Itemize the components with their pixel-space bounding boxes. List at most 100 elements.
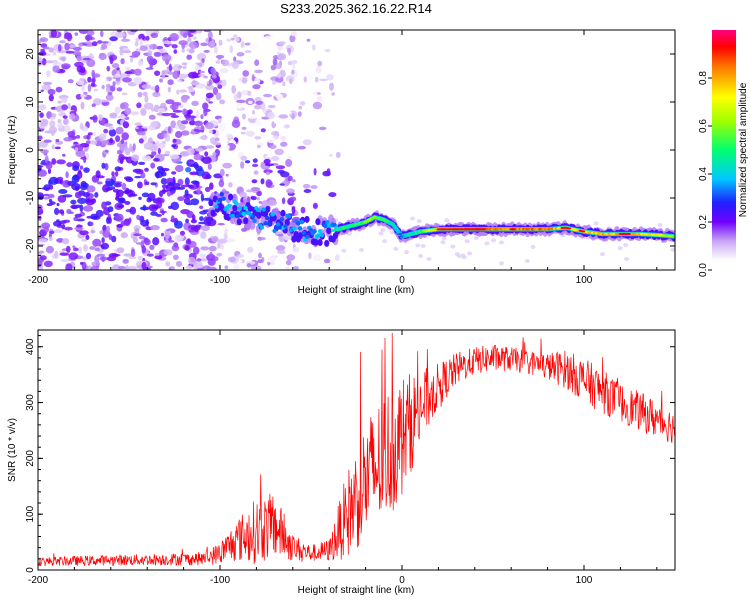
y-tick-label: 20 xyxy=(25,48,36,60)
spectrogram-noise-blob xyxy=(74,147,79,152)
spectrogram-noise-blob xyxy=(91,69,95,78)
spectrogram-noise-blob xyxy=(79,122,84,130)
spectrogram-ridge-mid xyxy=(241,211,246,217)
spectrogram-noise-blob xyxy=(90,230,96,234)
spectrogram-noise-blob xyxy=(292,246,300,253)
spectrogram-noise-blob xyxy=(158,48,167,54)
spectrogram-noise-blob xyxy=(172,176,176,185)
spectrogram-ridge-outer xyxy=(208,199,214,207)
spectrogram-noise-blob xyxy=(145,35,150,41)
spectrogram-noise-blob xyxy=(46,111,52,119)
spectrogram-noise-blob xyxy=(92,238,102,247)
spectrogram-ridge-mid xyxy=(323,223,328,229)
spectrogram-noise-blob xyxy=(194,227,199,233)
spectrogram-noise-blob xyxy=(62,194,73,198)
spectrogram-noise-blob xyxy=(204,186,211,193)
snr-line xyxy=(38,332,675,567)
spectrogram-noise-blob xyxy=(273,120,282,124)
spectrogram-noise-blob xyxy=(84,34,93,41)
snr-series xyxy=(38,332,675,567)
spectrogram-noise-blob xyxy=(205,145,215,149)
spectrogram-noise-blob xyxy=(306,38,311,42)
spectrogram-noise-blob xyxy=(230,37,235,41)
spectrogram-noise-blob xyxy=(179,89,188,93)
spectrogram-noise-blob xyxy=(161,130,168,134)
spectrogram-noise-blob xyxy=(141,245,146,254)
x-tick-label: -100 xyxy=(210,575,230,586)
spectrogram-noise-blob xyxy=(252,158,258,163)
spectrogram-noise-blob xyxy=(300,206,306,214)
spectrogram-noise-blob xyxy=(90,82,96,87)
spectrogram-noise-blob xyxy=(240,161,245,169)
spectrogram-ridge-mid xyxy=(236,213,241,218)
spectrogram-noise-blob xyxy=(115,126,124,135)
spectrogram-noise-blob xyxy=(88,53,94,60)
spectrogram-noise-blob xyxy=(293,266,299,270)
spectrogram-noise-blob xyxy=(181,62,188,66)
spectrogram-noise-blob xyxy=(178,40,188,46)
spectrogram-noise-blob xyxy=(180,130,190,136)
spectrogram-noise-blob xyxy=(224,227,228,235)
spectrogram-noise-blob xyxy=(103,128,109,134)
spectrogram-noise-blob xyxy=(200,193,204,202)
spectrogram-noise-blob xyxy=(173,254,179,260)
spectrogram-noise-blob xyxy=(118,266,126,270)
spectrogram-noise-blob xyxy=(278,41,286,45)
spectrogram-noise-blob xyxy=(153,51,162,57)
spectrogram-noise-blob xyxy=(58,189,68,194)
spectrogram-noise-blob xyxy=(134,41,139,47)
colorbar-tick-label: 0.8 xyxy=(698,71,709,85)
spectrogram-noise-blob xyxy=(52,51,57,56)
spectrogram-noise-blob xyxy=(312,254,323,261)
spectrogram-noise-blob xyxy=(491,238,496,243)
spectrogram-noise-blob xyxy=(175,260,183,267)
spectrogram-noise-blob xyxy=(275,76,284,83)
spectrogram-noise-blob xyxy=(99,256,108,261)
spectrogram-noise-blob xyxy=(109,139,114,144)
spectrogram-noise-blob xyxy=(456,254,462,259)
spectrogram-noise-blob xyxy=(45,161,53,170)
spectrogram-noise-blob xyxy=(61,104,69,111)
spectrogram-noise-blob xyxy=(49,120,56,128)
spectrogram-noise-blob xyxy=(255,100,264,105)
spectrogram-noise-blob xyxy=(188,41,199,49)
spectrogram-noise-blob xyxy=(56,159,66,165)
spectrogram-noise-blob xyxy=(221,79,227,87)
spectrogram-noise-blob xyxy=(55,86,63,93)
spectrogram-noise-blob xyxy=(213,173,223,179)
spectrogram-noise-blob xyxy=(75,135,81,139)
spectrogram-noise-blob xyxy=(98,99,109,103)
spectrogram-ridge-peak xyxy=(581,230,586,233)
spectrogram-noise-blob xyxy=(139,38,143,46)
spectrogram-noise-blob xyxy=(91,261,101,267)
spectrogram-noise-blob xyxy=(183,193,194,199)
spectrogram-noise-blob xyxy=(275,165,286,170)
spectrogram-noise-blob xyxy=(170,266,175,270)
spectrogram-noise-blob xyxy=(196,258,202,262)
spectrogram-noise-blob xyxy=(233,263,240,270)
spectrogram-noise-blob xyxy=(129,193,138,197)
spectrogram-ridge-mid xyxy=(305,234,310,239)
spectrogram-noise-blob xyxy=(211,74,217,79)
spectrogram-noise-blob xyxy=(203,49,210,53)
spectrogram-noise-blob xyxy=(267,199,278,206)
spectrogram-noise-blob xyxy=(94,247,101,252)
spectrogram-noise-blob xyxy=(52,62,62,66)
spectrogram-noise-blob xyxy=(286,254,296,261)
spectrogram-ridge-mid xyxy=(283,224,288,229)
spectrogram-noise-blob xyxy=(71,205,78,210)
spectrogram-noise-blob xyxy=(38,238,48,243)
spectrogram-noise-blob xyxy=(341,248,347,253)
spectrogram-noise-blob xyxy=(138,33,145,41)
spectrogram-noise-blob xyxy=(161,184,169,189)
spectrogram-noise-blob xyxy=(63,118,69,126)
spectrogram-ridge-core xyxy=(398,232,403,236)
spectrogram-noise-blob xyxy=(38,165,42,172)
spectrogram-ridge-peak xyxy=(512,228,516,231)
spectrogram-noise-blob xyxy=(49,184,54,190)
spectrogram-noise-blob xyxy=(260,128,266,133)
spectrogram-noise-blob xyxy=(228,182,233,188)
spectrogram-noise-blob xyxy=(251,179,258,184)
spectrogram-noise-blob xyxy=(311,44,316,51)
spectrogram-noise-blob xyxy=(116,142,127,148)
